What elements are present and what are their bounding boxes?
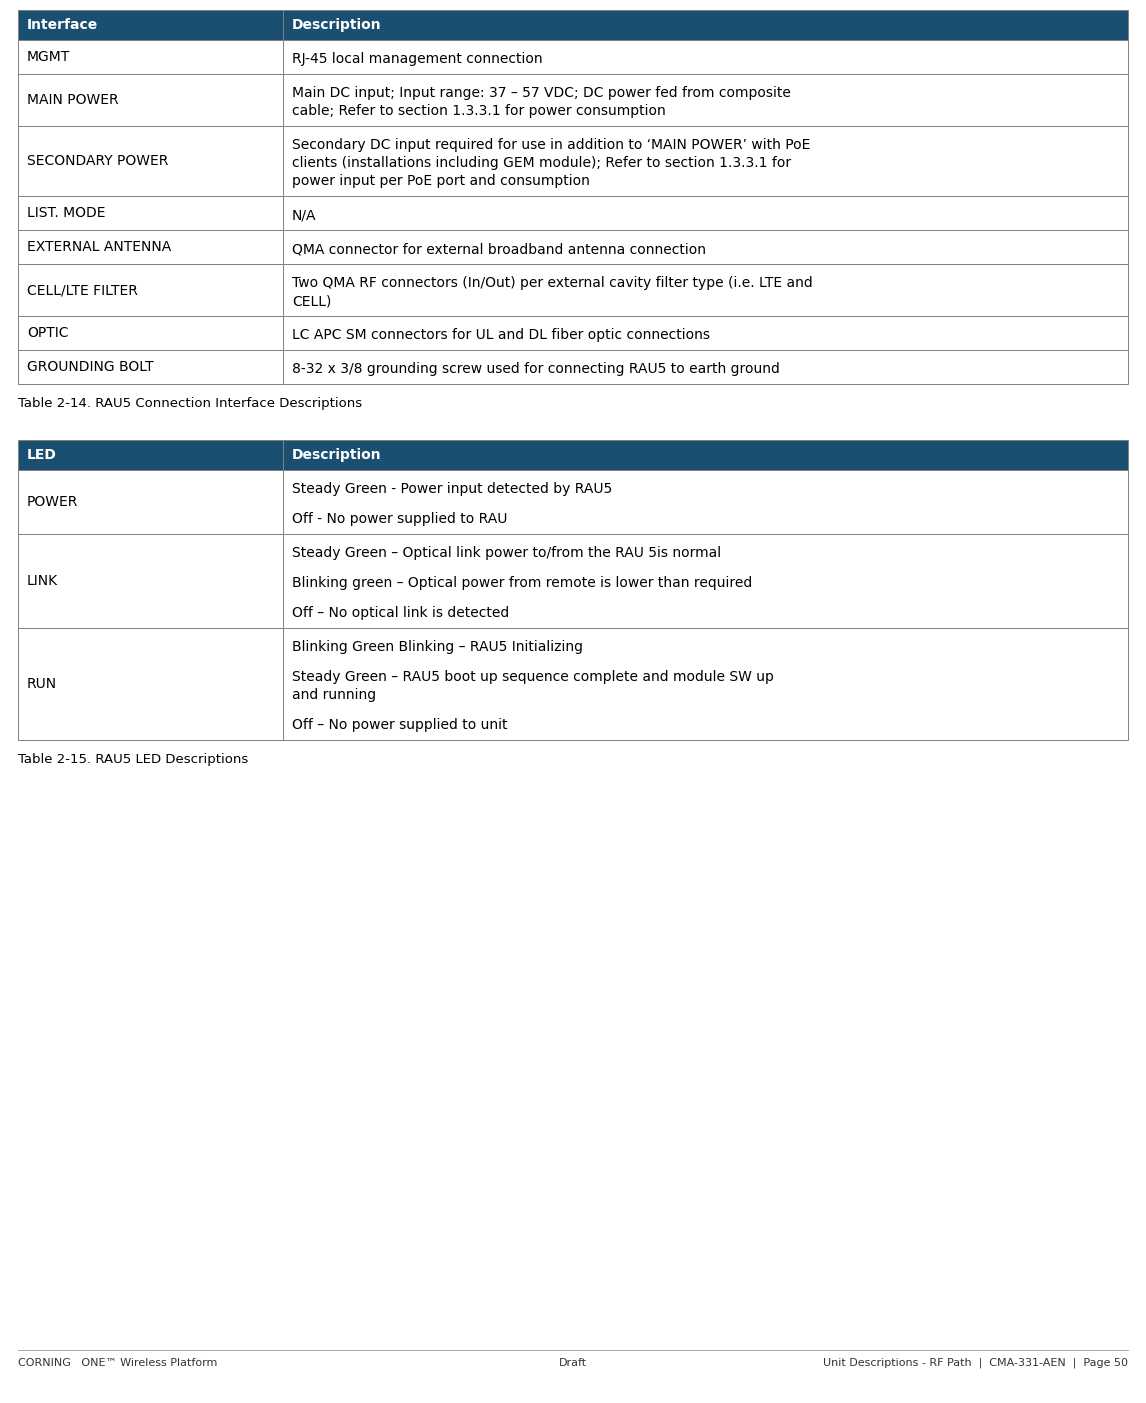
Text: LC APC SM connectors for UL and DL fiber optic connections: LC APC SM connectors for UL and DL fiber…: [292, 328, 711, 342]
Text: QMA connector for external broadband antenna connection: QMA connector for external broadband ant…: [292, 243, 706, 257]
Bar: [283, 126, 1128, 196]
Bar: [283, 264, 1128, 316]
Text: Blinking green – Optical power from remote is lower than required: Blinking green – Optical power from remo…: [292, 577, 752, 591]
Text: Steady Green - Power input detected by RAU5: Steady Green - Power input detected by R…: [292, 483, 612, 497]
Bar: [283, 196, 1128, 230]
Text: Draft: Draft: [559, 1358, 587, 1368]
Text: POWER: POWER: [28, 495, 78, 509]
Text: GROUNDING BOLT: GROUNDING BOLT: [28, 361, 154, 375]
Text: Blinking Green Blinking – RAU5 Initializing: Blinking Green Blinking – RAU5 Initializ…: [292, 640, 583, 654]
Text: CORNING   ONE™ Wireless Platform: CORNING ONE™ Wireless Platform: [18, 1358, 218, 1368]
Text: Off – No optical link is detected: Off – No optical link is detected: [292, 606, 509, 620]
Bar: [283, 316, 1128, 349]
Text: RJ-45 local management connection: RJ-45 local management connection: [292, 52, 542, 66]
Text: Description: Description: [292, 448, 382, 462]
Text: MGMT: MGMT: [28, 51, 70, 65]
Text: LED: LED: [28, 448, 57, 462]
Text: Steady Green – RAU5 boot up sequence complete and module SW up: Steady Green – RAU5 boot up sequence com…: [292, 671, 774, 685]
Text: SECONDARY POWER: SECONDARY POWER: [28, 154, 168, 168]
Text: CELL/LTE FILTER: CELL/LTE FILTER: [28, 283, 138, 297]
Text: Secondary DC input required for use in addition to ‘MAIN POWER’ with PoE: Secondary DC input required for use in a…: [292, 139, 810, 153]
Bar: [18, 126, 283, 196]
Bar: [18, 10, 283, 41]
Bar: [18, 470, 283, 535]
Bar: [18, 629, 283, 739]
Bar: [18, 316, 283, 349]
Bar: [18, 41, 283, 74]
Text: Off – No power supplied to unit: Off – No power supplied to unit: [292, 718, 508, 732]
Bar: [283, 535, 1128, 629]
Text: 8-32 x 3/8 grounding screw used for connecting RAU5 to earth ground: 8-32 x 3/8 grounding screw used for conn…: [292, 362, 780, 376]
Bar: [283, 41, 1128, 74]
Bar: [18, 441, 283, 470]
Text: cable; Refer to section 1.3.3.1 for power consumption: cable; Refer to section 1.3.3.1 for powe…: [292, 104, 666, 118]
Bar: [18, 74, 283, 126]
Bar: [283, 10, 1128, 41]
Text: RUN: RUN: [28, 678, 57, 692]
Bar: [283, 441, 1128, 470]
Bar: [283, 230, 1128, 264]
Bar: [18, 535, 283, 629]
Text: Off - No power supplied to RAU: Off - No power supplied to RAU: [292, 512, 508, 526]
Text: clients (installations including GEM module); Refer to section 1.3.3.1 for: clients (installations including GEM mod…: [292, 156, 791, 170]
Text: Table 2-15. RAU5 LED Descriptions: Table 2-15. RAU5 LED Descriptions: [18, 753, 249, 766]
Text: EXTERNAL ANTENNA: EXTERNAL ANTENNA: [28, 240, 171, 254]
Text: Table 2-14. RAU5 Connection Interface Descriptions: Table 2-14. RAU5 Connection Interface De…: [18, 397, 362, 410]
Bar: [18, 230, 283, 264]
Text: Description: Description: [292, 18, 382, 32]
Bar: [283, 629, 1128, 739]
Text: Two QMA RF connectors (In/Out) per external cavity filter type (i.e. LTE and: Two QMA RF connectors (In/Out) per exter…: [292, 276, 813, 290]
Bar: [18, 196, 283, 230]
Text: OPTIC: OPTIC: [28, 325, 69, 340]
Text: Steady Green – Optical link power to/from the RAU 5is normal: Steady Green – Optical link power to/fro…: [292, 546, 721, 560]
Bar: [283, 349, 1128, 384]
Text: and running: and running: [292, 689, 376, 703]
Text: Main DC input; Input range: 37 – 57 VDC; DC power fed from composite: Main DC input; Input range: 37 – 57 VDC;…: [292, 87, 791, 100]
Text: Interface: Interface: [28, 18, 99, 32]
Bar: [18, 349, 283, 384]
Bar: [18, 264, 283, 316]
Bar: [283, 470, 1128, 535]
Text: LIST. MODE: LIST. MODE: [28, 206, 105, 220]
Bar: [283, 74, 1128, 126]
Text: LINK: LINK: [28, 574, 58, 588]
Text: MAIN POWER: MAIN POWER: [28, 93, 119, 107]
Text: power input per PoE port and consumption: power input per PoE port and consumption: [292, 174, 590, 188]
Text: N/A: N/A: [292, 208, 316, 222]
Text: CELL): CELL): [292, 295, 331, 309]
Text: Unit Descriptions - RF Path  |  CMA-331-AEN  |  Page 50: Unit Descriptions - RF Path | CMA-331-AE…: [823, 1358, 1128, 1368]
